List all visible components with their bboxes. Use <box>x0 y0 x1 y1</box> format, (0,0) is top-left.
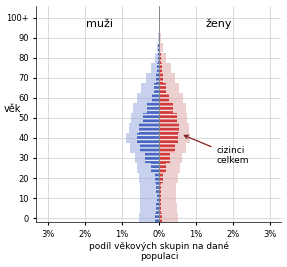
Bar <box>154 83 159 93</box>
Bar <box>159 173 178 183</box>
Bar <box>159 133 178 143</box>
Bar <box>137 93 159 103</box>
Bar <box>158 43 159 53</box>
Bar <box>159 163 166 173</box>
Bar <box>154 213 159 223</box>
Bar <box>159 123 189 133</box>
Bar <box>159 103 173 113</box>
Bar <box>159 143 174 153</box>
Bar <box>159 203 177 213</box>
Bar <box>159 43 160 53</box>
Bar <box>159 153 170 163</box>
Bar <box>152 93 159 103</box>
Bar <box>154 173 159 183</box>
Bar <box>140 193 159 203</box>
Bar <box>140 183 159 193</box>
Bar <box>140 203 159 213</box>
Bar <box>156 73 159 83</box>
Bar <box>157 193 159 203</box>
Bar <box>139 213 159 223</box>
Bar <box>141 83 159 93</box>
Bar <box>137 133 159 143</box>
Bar <box>159 83 179 93</box>
Bar <box>159 123 179 133</box>
Text: muži: muži <box>86 19 113 29</box>
Bar <box>159 193 161 203</box>
Bar <box>145 153 159 163</box>
Bar <box>159 113 177 123</box>
Bar <box>159 83 166 93</box>
Bar <box>159 173 163 183</box>
Bar <box>130 143 159 153</box>
Bar <box>159 63 162 73</box>
Bar <box>159 193 177 203</box>
Bar <box>146 73 159 83</box>
Bar <box>159 133 190 143</box>
Bar <box>139 123 159 133</box>
Bar <box>159 93 183 103</box>
Bar <box>159 73 175 83</box>
Bar <box>159 203 161 213</box>
Bar <box>159 53 161 62</box>
Bar <box>159 93 169 103</box>
Bar <box>156 203 159 213</box>
Bar <box>159 183 161 193</box>
Bar <box>159 213 178 223</box>
Bar <box>129 123 159 133</box>
Bar <box>137 163 159 173</box>
Bar <box>159 53 166 62</box>
Bar <box>159 143 186 153</box>
Y-axis label: věk: věk <box>3 104 21 114</box>
Bar <box>151 163 159 173</box>
Bar <box>157 43 159 53</box>
Bar <box>151 63 159 73</box>
Bar <box>159 73 163 83</box>
Bar <box>126 133 159 143</box>
Bar <box>159 63 171 73</box>
Bar <box>156 183 159 193</box>
Bar <box>159 163 180 173</box>
Bar <box>159 183 177 193</box>
Bar <box>159 113 187 123</box>
Bar <box>140 143 159 153</box>
Text: ženy: ženy <box>205 18 232 29</box>
Text: cizinci
celkem: cizinci celkem <box>184 135 249 165</box>
Bar <box>159 33 161 42</box>
Bar <box>159 213 162 223</box>
X-axis label: podíl věkových skupin na dané
populaci: podíl věkových skupin na dané populaci <box>89 242 229 261</box>
Bar <box>147 103 159 113</box>
Bar <box>133 103 159 113</box>
Bar <box>154 53 159 62</box>
Bar <box>158 33 159 42</box>
Bar <box>159 103 186 113</box>
Bar <box>159 43 163 53</box>
Bar <box>139 173 159 183</box>
Bar <box>135 153 159 163</box>
Bar <box>158 53 159 62</box>
Bar <box>159 23 160 32</box>
Bar <box>157 63 159 73</box>
Bar <box>159 153 182 163</box>
Bar <box>143 113 159 123</box>
Bar <box>131 113 159 123</box>
